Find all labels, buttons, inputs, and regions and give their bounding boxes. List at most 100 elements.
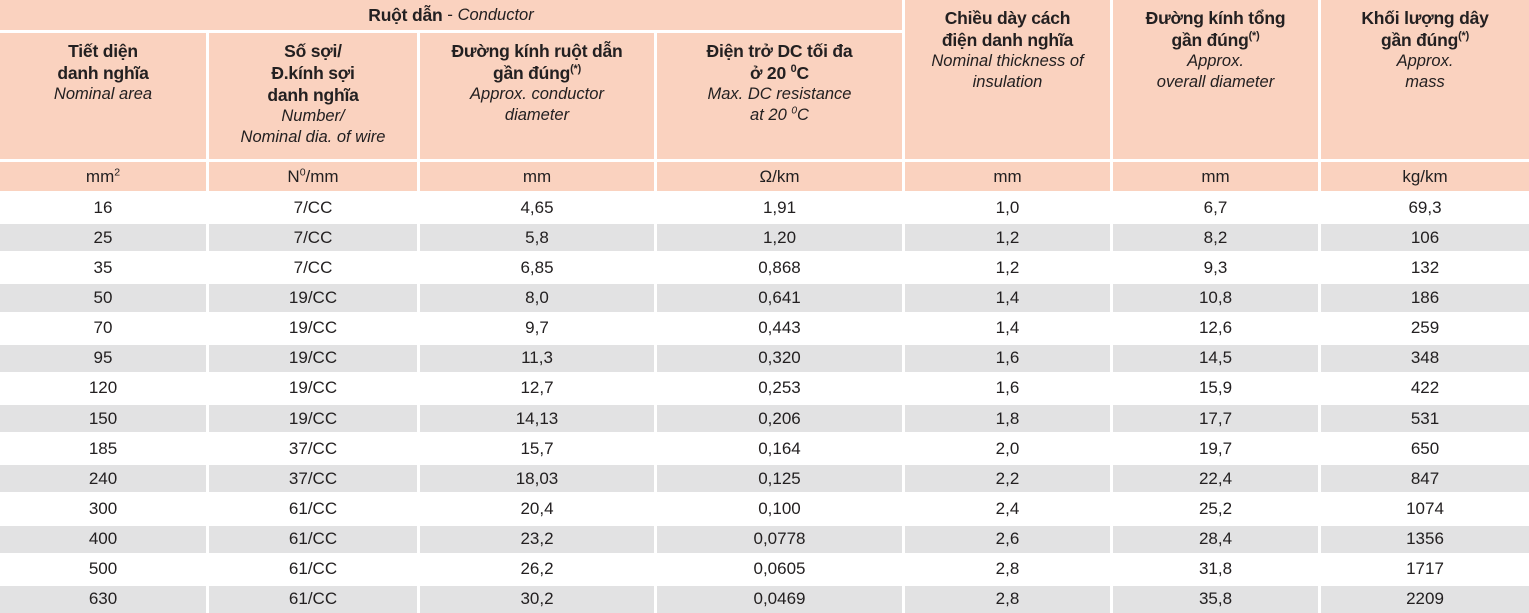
cell-conductor-diameter-row-0: 4,65 — [420, 194, 654, 222]
unit-wire-number-dia: N0/mm — [209, 162, 417, 191]
cell-overall-diameter-row-6: 15,9 — [1113, 374, 1318, 402]
cell-overall-diameter-row-13: 35,8 — [1113, 585, 1318, 613]
unit-dc-resistance-label: Ω/km — [759, 166, 800, 186]
cell-mass-row-12: 1717 — [1321, 555, 1529, 583]
cell-insulation-thickness-row-7: 1,8 — [905, 404, 1110, 433]
group-header-separator: - — [442, 5, 458, 24]
cell-insulation-thickness-row-8: 2,0 — [905, 435, 1110, 463]
cell-overall-diameter-row-2: 9,3 — [1113, 254, 1318, 282]
cell-mass-row-1: 106 — [1321, 224, 1529, 252]
cell-wire-number-dia-row-0: 7/CC — [209, 194, 417, 222]
cell-wire-number-dia-row-10: 61/CC — [209, 495, 417, 523]
cell-insulation-thickness-row-13: 2,8 — [905, 585, 1110, 613]
cell-dc-resistance-row-4: 0,443 — [657, 314, 902, 342]
cell-mass-row-5: 348 — [1321, 344, 1529, 372]
cell-wire-number-dia-row-8: 37/CC — [209, 435, 417, 463]
cell-wire-number-dia-row-4: 19/CC — [209, 314, 417, 342]
col-header-insulation-thickness-en-line: insulation — [972, 73, 1043, 91]
col-header-mass-vi-line: gần đúng(*) — [1381, 30, 1469, 50]
cell-conductor-diameter-row-8: 15,7 — [420, 435, 654, 463]
col-header-wire-number-dia-vi-line: Số sợi/ — [284, 41, 342, 61]
cell-wire-number-dia-row-13: 61/CC — [209, 585, 417, 613]
cell-nominal-area-row-1: 25 — [0, 224, 206, 252]
col-header-conductor-diameter-vi-line: gần đúng(*) — [493, 63, 581, 83]
cell-overall-diameter-row-1: 8,2 — [1113, 224, 1318, 252]
cell-conductor-diameter-row-1: 5,8 — [420, 224, 654, 252]
col-header-dc-resistance-vi-line: ở 20 0C — [750, 63, 809, 83]
cell-nominal-area-row-13: 630 — [0, 585, 206, 613]
cell-wire-number-dia-row-9: 37/CC — [209, 465, 417, 493]
col-header-wire-number-dia-vi-line: danh nghĩa — [267, 85, 359, 105]
col-header-nominal-area: Tiết diện danh nghĩa Nominal area — [0, 33, 206, 159]
cell-conductor-diameter-row-4: 9,7 — [420, 314, 654, 342]
cell-mass-row-8: 650 — [1321, 435, 1529, 463]
col-header-wire-number-dia: Số sợi/Đ.kính sợi danh nghĩa Number/Nomina… — [209, 33, 417, 159]
unit-conductor-diameter: mm — [420, 162, 654, 191]
cell-wire-number-dia-row-1: 7/CC — [209, 224, 417, 252]
cell-dc-resistance-row-0: 1,91 — [657, 194, 902, 222]
cell-nominal-area-row-3: 50 — [0, 284, 206, 312]
cell-insulation-thickness-row-1: 1,2 — [905, 224, 1110, 252]
col-header-overall-diameter-vi-line: Đường kính tổng — [1145, 8, 1286, 28]
cell-dc-resistance-row-1: 1,20 — [657, 224, 902, 252]
cell-conductor-diameter-row-13: 30,2 — [420, 585, 654, 613]
col-header-conductor-diameter-vi-line: Đường kính ruột dẫn — [451, 41, 623, 61]
cell-mass-row-6: 422 — [1321, 374, 1529, 402]
unit-nominal-area-label: mm2 — [85, 165, 121, 186]
col-header-mass-en-line: mass — [1405, 73, 1445, 91]
cell-mass-row-2: 132 — [1321, 254, 1529, 282]
col-header-conductor-diameter: Đường kính ruột dẫn gần đúng(*) Approx. co… — [420, 33, 654, 159]
cell-conductor-diameter-row-5: 11,3 — [420, 344, 654, 372]
col-header-overall-diameter: Đường kính tổng gần đúng(*) Approx. overall… — [1113, 0, 1318, 159]
cell-mass-row-3: 186 — [1321, 284, 1529, 312]
cell-mass-row-7: 531 — [1321, 404, 1529, 433]
unit-insulation-thickness-label: mm — [993, 166, 1022, 186]
cell-overall-diameter-row-10: 25,2 — [1113, 495, 1318, 523]
cell-dc-resistance-row-13: 0,0469 — [657, 585, 902, 613]
col-header-conductor-diameter-en-line: diameter — [504, 106, 570, 124]
cell-conductor-diameter-row-7: 14,13 — [420, 404, 654, 433]
unit-overall-diameter: mm — [1113, 162, 1318, 191]
cell-dc-resistance-row-12: 0,0605 — [657, 555, 902, 583]
cell-dc-resistance-row-6: 0,253 — [657, 374, 902, 402]
cell-conductor-diameter-row-10: 20,4 — [420, 495, 654, 523]
cell-insulation-thickness-row-4: 1,4 — [905, 314, 1110, 342]
conductor-group-header: Ruột dẫn - Conductor — [0, 0, 902, 30]
cell-conductor-diameter-row-12: 26,2 — [420, 555, 654, 583]
cell-insulation-thickness-row-10: 2,4 — [905, 495, 1110, 523]
col-header-wire-number-dia-vi-line: Đ.kính sợi — [271, 63, 355, 83]
cell-mass-row-10: 1074 — [1321, 495, 1529, 523]
col-header-dc-resistance: Điện trở DC tối đa ở 20 0C Max. DC resista… — [657, 33, 902, 159]
unit-dc-resistance: Ω/km — [657, 162, 902, 191]
col-header-insulation-thickness-en-line: Nominal thickness of — [931, 52, 1084, 70]
cell-mass-row-11: 1356 — [1321, 525, 1529, 553]
cell-insulation-thickness-row-11: 2,6 — [905, 525, 1110, 553]
cell-mass-row-4: 259 — [1321, 314, 1529, 342]
col-header-dc-resistance-vi-line: Điện trở DC tối đa — [706, 41, 853, 61]
col-header-insulation-thickness-vi-line: điện danh nghĩa — [941, 30, 1074, 50]
cell-nominal-area-row-11: 400 — [0, 525, 206, 553]
cell-insulation-thickness-row-6: 1,6 — [905, 374, 1110, 402]
cell-mass-row-13: 2209 — [1321, 585, 1529, 613]
cell-overall-diameter-row-3: 10,8 — [1113, 284, 1318, 312]
cell-overall-diameter-row-5: 14,5 — [1113, 344, 1318, 372]
col-header-mass-en-line: Approx. — [1396, 52, 1454, 70]
cell-nominal-area-row-6: 120 — [0, 374, 206, 402]
unit-insulation-thickness: mm — [905, 162, 1110, 191]
cell-dc-resistance-row-11: 0,0778 — [657, 525, 902, 553]
col-header-mass-vi-line: Khối lượng dây — [1361, 8, 1489, 28]
cell-wire-number-dia-row-12: 61/CC — [209, 555, 417, 583]
cell-insulation-thickness-row-0: 1,0 — [905, 194, 1110, 222]
cell-overall-diameter-row-9: 22,4 — [1113, 465, 1318, 493]
col-header-nominal-area-vi-line: danh nghĩa — [57, 63, 149, 83]
col-header-dc-resistance-en-line: at 20 0C — [750, 105, 809, 124]
cell-nominal-area-row-2: 35 — [0, 254, 206, 282]
col-header-insulation-thickness-vi-line: Chiều dày cách — [944, 8, 1071, 28]
cell-conductor-diameter-row-2: 6,85 — [420, 254, 654, 282]
col-header-overall-diameter-vi-line: gần đúng(*) — [1171, 30, 1260, 50]
cell-mass-row-9: 847 — [1321, 465, 1529, 493]
cell-nominal-area-row-10: 300 — [0, 495, 206, 523]
col-header-nominal-area-en-line: Nominal area — [53, 85, 153, 103]
cell-conductor-diameter-row-6: 12,7 — [420, 374, 654, 402]
